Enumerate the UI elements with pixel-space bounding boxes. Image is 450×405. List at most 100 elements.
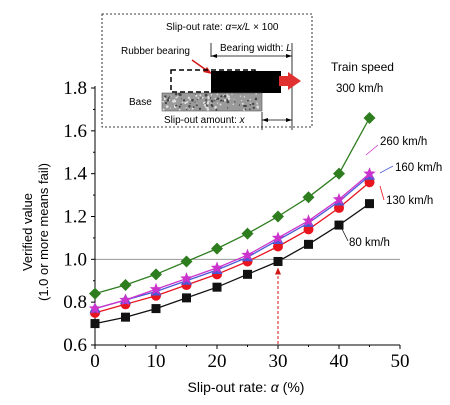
gravel-dot: [188, 108, 190, 110]
gravel-dot: [211, 105, 214, 108]
gravel-dot: [191, 98, 194, 102]
gravel-dot: [214, 97, 217, 100]
data-point-square: [121, 312, 130, 322]
gravel-dot: [226, 93, 228, 95]
data-point-diamond: [302, 191, 315, 204]
data-point-star: [180, 272, 193, 284]
gravel-dot: [238, 104, 241, 106]
y-tick-label: 1.6: [63, 121, 87, 142]
gravel-dot: [249, 103, 252, 106]
series-line: [94, 117, 371, 295]
gravel-dot: [220, 95, 223, 98]
series-layer: [88, 111, 376, 329]
gravel-dot: [182, 99, 186, 102]
gravel-dot: [167, 97, 170, 100]
series-leader-line: [365, 144, 379, 156]
legend-title: Train speed: [331, 60, 394, 74]
data-point-diamond: [333, 167, 345, 180]
gravel-dot: [170, 95, 172, 97]
y-axis-label-line2: (1.0 or more means fail): [36, 163, 51, 301]
gravel-dot: [214, 108, 216, 110]
gravel-dot: [209, 97, 212, 99]
gravel-dot: [206, 108, 210, 111]
gravel-dot: [187, 101, 189, 103]
gravel-dot: [178, 108, 181, 111]
bearing-width-arrow-right: [286, 54, 292, 58]
gravel-dot: [206, 101, 210, 105]
bearing-width-label: Bearing width: L: [220, 43, 292, 54]
gravel-dot: [176, 95, 179, 98]
gravel-dot: [251, 102, 255, 106]
gravel-dot: [201, 98, 203, 99]
series-label: 260 km/h: [380, 136, 427, 148]
gravel-dot: [219, 103, 222, 106]
gravel-dot: [252, 106, 255, 109]
gravel-dot: [231, 93, 233, 95]
gravel-dot: [216, 102, 219, 104]
data-point-star: [210, 261, 224, 274]
series-leader-line: [379, 165, 394, 174]
gravel-dot: [244, 108, 247, 111]
gravel-dot: [216, 97, 220, 100]
data-point-star: [332, 192, 346, 205]
y-axis-label-line1: Verified value: [20, 193, 35, 271]
data-point-diamond: [272, 210, 284, 223]
gravel-dot: [194, 101, 196, 103]
gravel-dot: [162, 108, 165, 111]
gravel-dot: [203, 101, 206, 104]
gravel-dot: [226, 107, 229, 109]
series-leader-line: [340, 226, 349, 242]
x-tick-label: 30: [269, 351, 288, 372]
data-point-square: [304, 239, 313, 249]
gravel-dot: [205, 102, 207, 104]
gravel-dot: [162, 100, 164, 103]
gravel-dot: [241, 102, 244, 105]
gravel-dot: [223, 99, 227, 102]
gravel-dot: [184, 101, 187, 105]
gravel-dot: [249, 98, 251, 101]
gravel-dot: [175, 96, 178, 99]
gravel-dot: [194, 93, 196, 95]
gravel-dot: [195, 94, 198, 97]
x-axis-label: Slip-out rate: α (%): [188, 379, 305, 395]
x-tick-label: 20: [208, 351, 227, 372]
gravel-dot: [200, 97, 202, 99]
gravel-dot: [256, 101, 258, 103]
gravel-dot: [171, 100, 175, 103]
gravel-dot: [239, 95, 242, 97]
series-line: [94, 173, 370, 310]
motion-arrow-body: [279, 76, 289, 86]
gravel-dot: [256, 105, 260, 109]
gravel-dot: [181, 101, 184, 104]
gravel-dot: [241, 100, 243, 102]
gravel-dot: [250, 102, 252, 104]
base-texture: [162, 92, 260, 111]
gravel-dot: [169, 96, 171, 98]
gravel-dot: [203, 104, 207, 107]
gravel-dot: [205, 99, 208, 101]
data-point-diamond: [211, 242, 223, 255]
data-point-diamond: [150, 268, 162, 281]
data-point-star: [149, 282, 163, 295]
gravel-dot: [167, 98, 169, 101]
data-point-diamond: [180, 255, 193, 268]
gravel-dot: [198, 107, 202, 110]
critical-rate-arrowhead: [275, 267, 281, 275]
gravel-dot: [164, 101, 168, 105]
gravel-dot: [185, 108, 188, 110]
gravel-dot: [175, 104, 178, 107]
data-point-square: [273, 256, 283, 266]
gravel-dot: [206, 106, 209, 109]
gravel-dot: [227, 97, 231, 100]
data-point-star: [241, 248, 254, 261]
gravel-dot: [234, 101, 236, 103]
gravel-dot: [164, 95, 167, 98]
gravel-dot: [206, 105, 208, 107]
gravel-dot: [222, 99, 225, 102]
gravel-dot: [210, 99, 214, 103]
data-point-square: [365, 199, 374, 209]
label-layer: 0.6 0.8 1.0 1.2 1.4 1.6 1.8 0 10 20 30 40 50 300 km/h…: [63, 78, 442, 372]
gravel-dot: [254, 97, 258, 101]
x-tick-label: 0: [90, 351, 100, 372]
